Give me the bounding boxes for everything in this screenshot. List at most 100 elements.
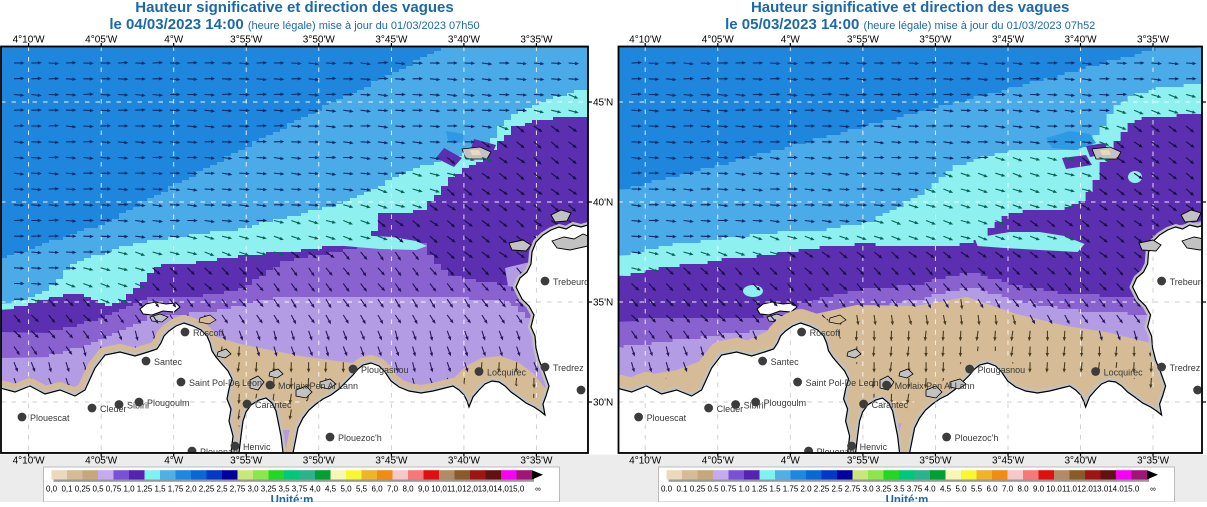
svg-text:45'N: 45'N — [593, 98, 613, 109]
svg-text:2,75: 2,75 — [230, 485, 246, 494]
svg-text:9.0: 9.0 — [1033, 485, 1045, 494]
svg-text:11,0: 11,0 — [447, 485, 463, 494]
svg-text:Carantec: Carantec — [872, 400, 909, 410]
svg-text:0.75: 0.75 — [721, 485, 737, 494]
svg-text:3°55'W: 3°55'W — [230, 456, 263, 467]
svg-text:3°40'W: 3°40'W — [448, 456, 481, 467]
svg-text:∞: ∞ — [535, 485, 541, 494]
svg-text:15,0: 15,0 — [509, 485, 525, 494]
svg-text:3.75: 3.75 — [907, 485, 923, 494]
svg-text:Roscoff: Roscoff — [193, 328, 224, 338]
svg-text:Santec: Santec — [154, 357, 183, 367]
svg-text:3°45'W: 3°45'W — [375, 456, 408, 467]
svg-text:1,0: 1,0 — [123, 485, 135, 494]
svg-text:Hauteur significative et direc: Hauteur significative et direction des v… — [135, 0, 453, 16]
svg-text:4°05'W: 4°05'W — [702, 34, 735, 45]
svg-text:∞: ∞ — [1150, 485, 1156, 494]
svg-text:3°50'W: 3°50'W — [919, 34, 952, 45]
svg-text:3°55'W: 3°55'W — [230, 34, 263, 45]
svg-text:6,0: 6,0 — [371, 485, 383, 494]
svg-text:Henvic: Henvic — [243, 442, 271, 452]
svg-text:14.0: 14.0 — [1108, 485, 1124, 494]
svg-text:2,0: 2,0 — [185, 485, 197, 494]
svg-text:4°05'W: 4°05'W — [85, 34, 118, 45]
svg-text:4°10'W: 4°10'W — [13, 34, 46, 45]
svg-text:0,75: 0,75 — [106, 485, 122, 494]
svg-text:13.0: 13.0 — [1093, 485, 1109, 494]
svg-text:Unité:m: Unité:m — [886, 495, 929, 503]
svg-text:3°35'W: 3°35'W — [1137, 456, 1170, 467]
svg-text:3,0: 3,0 — [247, 485, 259, 494]
svg-text:3°45'W: 3°45'W — [992, 34, 1025, 45]
svg-text:0.1: 0.1 — [676, 485, 688, 494]
svg-text:3,5: 3,5 — [278, 485, 290, 494]
svg-text:30'N: 30'N — [593, 398, 613, 409]
svg-text:Plougasnou: Plougasnou — [978, 365, 1026, 375]
svg-text:Plouescat: Plouescat — [647, 413, 687, 423]
svg-text:3°45'W: 3°45'W — [375, 34, 408, 45]
svg-text:Roscoff: Roscoff — [810, 328, 841, 338]
svg-text:4°W: 4°W — [781, 34, 801, 45]
svg-text:4°05'W: 4°05'W — [85, 456, 118, 467]
svg-text:4°10'W: 4°10'W — [13, 456, 46, 467]
svg-text:5.0: 5.0 — [955, 485, 967, 494]
svg-text:2.5: 2.5 — [831, 485, 843, 494]
svg-text:3.0: 3.0 — [862, 485, 874, 494]
svg-text:Tredrez: Tredrez — [1170, 363, 1201, 373]
svg-text:4°05'W: 4°05'W — [702, 456, 735, 467]
svg-text:3°55'W: 3°55'W — [847, 456, 880, 467]
svg-text:3,25: 3,25 — [261, 485, 277, 494]
svg-text:3°50'W: 3°50'W — [303, 34, 336, 45]
svg-text:2.25: 2.25 — [814, 485, 830, 494]
svg-text:40'N: 40'N — [593, 198, 613, 209]
svg-text:3,75: 3,75 — [292, 485, 308, 494]
svg-text:0.5: 0.5 — [707, 485, 719, 494]
svg-text:4°W: 4°W — [164, 456, 184, 467]
svg-text:2,5: 2,5 — [216, 485, 228, 494]
svg-text:13,0: 13,0 — [478, 485, 494, 494]
svg-text:Saint Pol-De Leon: Saint Pol-De Leon — [189, 378, 262, 388]
svg-text:35'N: 35'N — [593, 298, 613, 309]
svg-text:0,0: 0,0 — [46, 485, 58, 494]
svg-text:11.0: 11.0 — [1062, 485, 1078, 494]
svg-text:Carantec: Carantec — [255, 400, 292, 410]
svg-text:1,5: 1,5 — [154, 485, 166, 494]
svg-text:0.0: 0.0 — [661, 485, 673, 494]
svg-text:Hauteur significative et direc: Hauteur significative et direction des v… — [751, 0, 1069, 16]
svg-text:Henvic: Henvic — [860, 442, 888, 452]
svg-text:6.0: 6.0 — [986, 485, 998, 494]
svg-text:2.0: 2.0 — [800, 485, 812, 494]
svg-text:Tredrez: Tredrez — [553, 363, 584, 373]
svg-text:3°35'W: 3°35'W — [1137, 34, 1170, 45]
svg-text:1,25: 1,25 — [137, 485, 153, 494]
svg-text:Plougoulm: Plougoulm — [764, 398, 807, 408]
svg-text:0,5: 0,5 — [92, 485, 104, 494]
svg-text:4°W: 4°W — [164, 34, 184, 45]
svg-text:2.75: 2.75 — [845, 485, 861, 494]
svg-text:7,0: 7,0 — [387, 485, 399, 494]
svg-text:4°10'W: 4°10'W — [629, 456, 662, 467]
svg-text:8.0: 8.0 — [1017, 485, 1029, 494]
svg-text:Santec: Santec — [771, 357, 800, 367]
svg-text:Unité:m: Unité:m — [271, 495, 314, 503]
svg-text:3°55'W: 3°55'W — [847, 34, 880, 45]
svg-text:2,25: 2,25 — [199, 485, 215, 494]
svg-text:4.5: 4.5 — [940, 485, 952, 494]
svg-text:7.0: 7.0 — [1002, 485, 1014, 494]
svg-text:1.75: 1.75 — [783, 485, 799, 494]
svg-text:14,0: 14,0 — [493, 485, 509, 494]
svg-text:5,0: 5,0 — [340, 485, 352, 494]
svg-text:Morlaix Pen Al Lann: Morlaix Pen Al Lann — [895, 381, 975, 391]
svg-text:Plougasnou: Plougasnou — [361, 365, 409, 375]
svg-text:10.0: 10.0 — [1046, 485, 1062, 494]
svg-text:0.25: 0.25 — [690, 485, 706, 494]
svg-text:3°50'W: 3°50'W — [303, 456, 336, 467]
svg-text:3°35'W: 3°35'W — [520, 34, 553, 45]
svg-text:Locquirec: Locquirec — [1104, 368, 1144, 378]
svg-text:1.25: 1.25 — [752, 485, 768, 494]
svg-text:4°W: 4°W — [781, 456, 801, 467]
svg-text:1.5: 1.5 — [769, 485, 781, 494]
svg-text:0,25: 0,25 — [75, 485, 91, 494]
svg-text:3.25: 3.25 — [876, 485, 892, 494]
svg-text:4,0: 4,0 — [309, 485, 321, 494]
